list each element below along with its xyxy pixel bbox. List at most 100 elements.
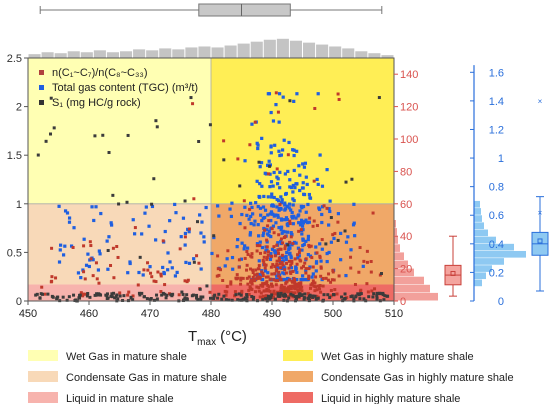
tgc-point [200,220,204,224]
right-histograms [394,200,526,301]
ratio-point [272,278,276,282]
s1-point [113,296,117,300]
ratio-point [249,278,253,282]
s1-point [257,160,261,164]
tgc-point [86,252,90,256]
tgc-point [274,103,278,107]
s1-point [367,295,371,299]
ratio-point [258,295,262,299]
tgc-point [269,144,273,148]
s1-point [164,296,168,300]
s1-point [212,295,216,299]
s1-point [183,298,187,302]
ratio-point [279,289,283,293]
tgc-point [69,244,74,248]
ratio-point [272,291,276,295]
region-0 [28,58,211,204]
ratio-point [245,263,249,267]
tgc-point [276,241,280,245]
s1-point [129,296,133,300]
ratio-point [81,292,85,296]
tgc-point [280,231,284,235]
s1-point [237,292,241,296]
red-y-axis: 0 20 40 60 80 100 120 140 [394,69,418,308]
tgc-point [317,206,321,210]
ratio-point [263,251,267,255]
ratio-point [208,290,212,294]
ratio-point [353,283,357,287]
tgc-point [269,180,274,184]
ratio-point [250,252,254,256]
tgc-point [281,259,285,263]
tgc-point [308,265,312,269]
tgc-point [288,178,292,182]
ratio-point [246,252,250,256]
ratio-point [286,153,290,157]
tgc-point [256,205,260,209]
scatter-points [34,91,390,303]
tgc-point [210,251,214,256]
tgc-point [245,246,250,250]
ratio-point [159,272,163,276]
ratio-point [136,283,140,287]
tgc-point [286,230,290,234]
ratio-point [142,268,146,272]
ratio-point [247,292,251,296]
ratio-point [248,207,252,211]
ratio-point [319,266,323,270]
s1-point [101,133,105,137]
ratio-point [131,294,135,298]
tgc-point [250,122,254,126]
tgc-point [148,265,152,269]
tgc-point [352,202,356,206]
ratio-point [297,281,301,285]
s1-point [122,294,126,298]
ratio-point [295,262,299,266]
s1-point [93,134,97,138]
tgc-point [236,238,240,242]
s1-point [287,296,291,300]
tgc-point [242,247,246,251]
s1-point [165,293,169,297]
ratio-point [288,240,292,244]
ratio-point [299,283,303,287]
s1-point [354,294,358,298]
tgc-point [299,277,303,282]
ratio-point [300,285,304,289]
x-tick-label: 490 [263,308,281,320]
region-swatch-5 [283,392,313,403]
tgc-point [249,214,253,219]
tgc-point [175,270,179,275]
tgc-point [57,204,61,208]
ratio-point [286,290,290,294]
tgc-point [252,223,256,227]
tgc-point [279,228,283,232]
ratio-point [290,259,294,263]
region-swatch-4 [28,392,58,403]
tgc-point [282,277,286,282]
tgc-point [299,218,304,222]
s1-point [216,296,220,300]
s1-point [195,293,199,297]
ratio-point [177,293,181,297]
tgc-point [271,204,275,208]
ratio-point [146,261,150,265]
s1-point [65,298,69,302]
ratio-point [265,245,269,249]
tgc-point [269,234,273,239]
s1-point [375,294,379,298]
s1-point [314,297,318,301]
ratio-point [50,246,54,250]
ratio-point [248,143,252,147]
tgc-point [271,119,276,123]
tgc-hist-bar [474,258,504,265]
ratio-point [349,266,353,270]
top-hist-bar [211,47,224,58]
blue-y-axis: 0 0.2 0.4 0.6 0.8 1 1.2 1.4 1.6 [470,65,504,308]
s1-point [326,293,330,297]
s1-point [372,292,376,296]
ratio-point [118,291,122,295]
s1-point [343,296,347,300]
tgc-point [278,170,282,174]
tgc-point [282,138,286,142]
